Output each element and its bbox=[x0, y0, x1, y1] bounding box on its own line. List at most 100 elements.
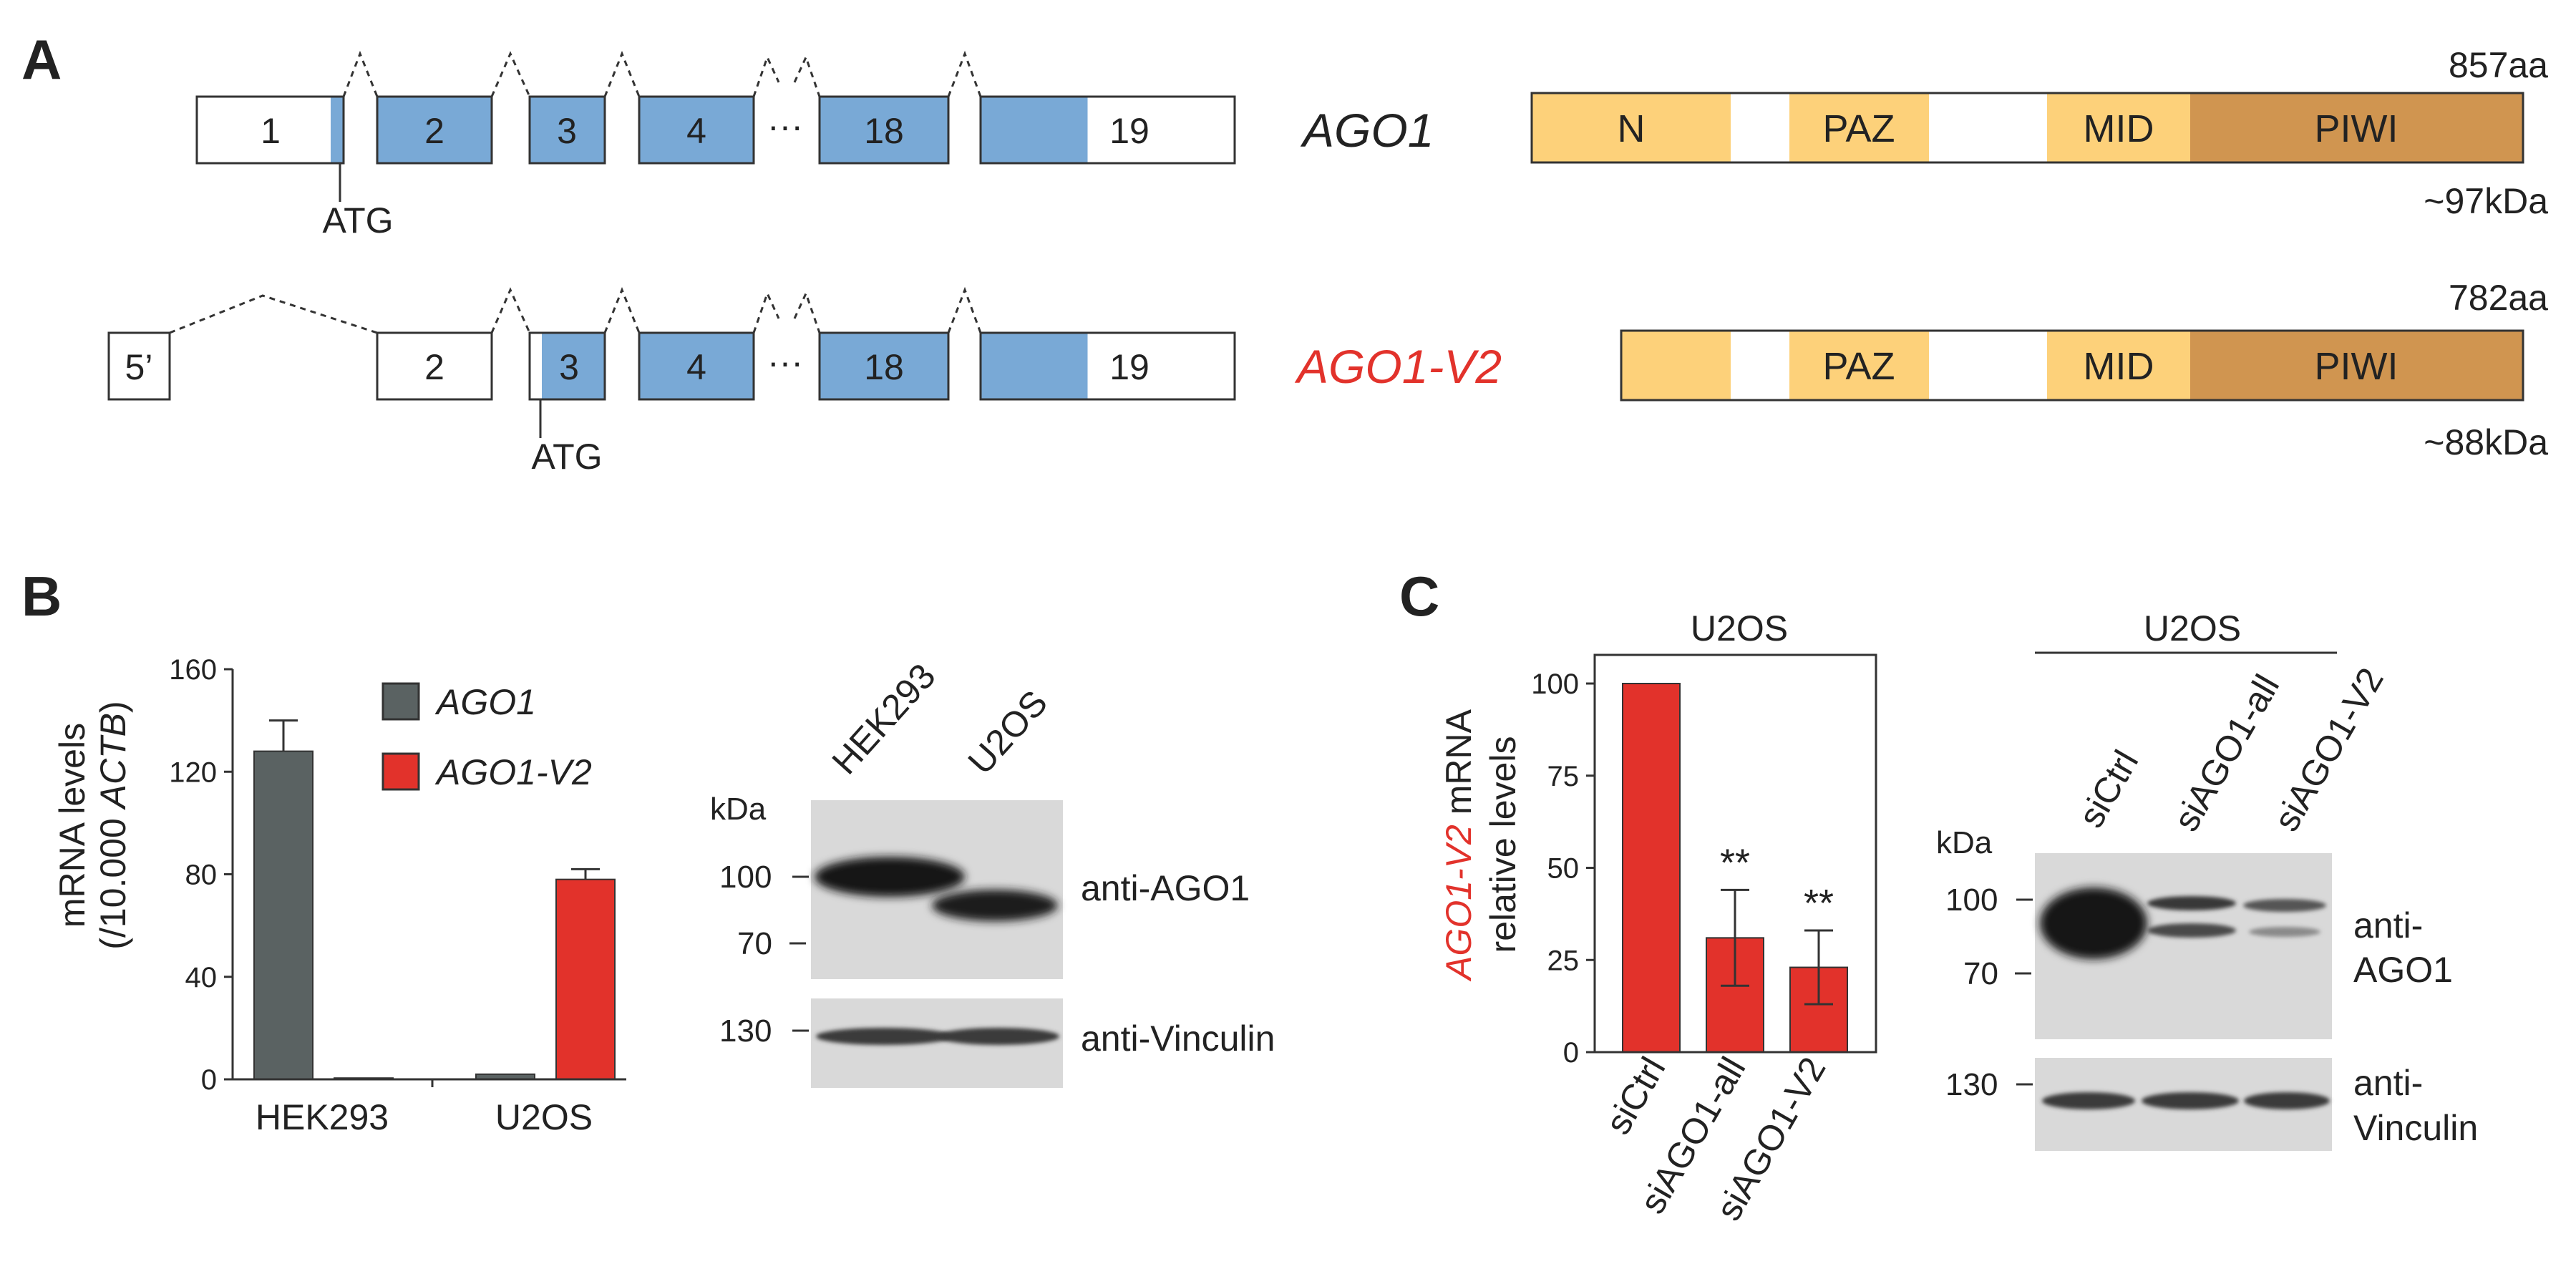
v2-exon-19-coding bbox=[981, 334, 1088, 399]
ago1-splice-1-2 bbox=[342, 50, 379, 97]
panel-c-y-ticks: 0 25 50 75 100 bbox=[1531, 668, 1595, 1069]
ago1-exon-1 bbox=[195, 95, 345, 165]
c-blot-ago1-lower-band-siago1-v2 bbox=[2249, 927, 2320, 937]
v2-exon-5utr bbox=[107, 331, 171, 401]
ago1-exon-4-label: 4 bbox=[686, 111, 706, 151]
v2-splice-3-4 bbox=[603, 286, 641, 334]
ago1-exon-19-coding bbox=[981, 97, 1088, 162]
panel-c-bars: ** ** bbox=[1622, 683, 1848, 1054]
panel-b-ytick-label: 0 bbox=[201, 1064, 217, 1096]
panel-c-ytick-label: 50 bbox=[1547, 853, 1580, 885]
panel-c-bar bbox=[1622, 683, 1681, 1053]
panel-b-bar bbox=[253, 750, 314, 1080]
b-blot-lane-u2os: U2OS bbox=[961, 683, 1056, 782]
b-blot-lane-hek293: HEK293 bbox=[825, 656, 943, 782]
v2-domain-n-partial bbox=[1621, 331, 1731, 400]
ago1-domain-piwi-label: PIWI bbox=[2315, 107, 2398, 150]
ago1-exon-2-label: 2 bbox=[424, 111, 444, 151]
ago1-splice-gap-18 bbox=[793, 54, 821, 97]
ago1-domain-paz-label: PAZ bbox=[1822, 107, 1895, 150]
panel-c: C U2OS AGO1-V2 mRNA relative levels 0 25 5… bbox=[1399, 565, 2478, 1227]
b-blot-vinculin-band-hek293 bbox=[816, 1028, 952, 1045]
ago1-exon-4 bbox=[638, 95, 755, 165]
b-blot-marker-70: 70 bbox=[737, 926, 772, 961]
c-blot-vinculin-band-siago1-v2 bbox=[2244, 1092, 2330, 1109]
v2-atg-label: ATG bbox=[531, 437, 602, 477]
panel-a-label: A bbox=[21, 28, 62, 91]
panel-c-blot: U2OS siCtrl siAGO1-all siAGO1-V2 kDa 100… bbox=[1936, 608, 2478, 1151]
v2-exon-4 bbox=[638, 331, 755, 401]
ago1-exon-ellipsis: ··· bbox=[767, 106, 803, 146]
v2-gene-structure: 5’ 2 3 ATG 4 ··· 18 19 bbox=[107, 286, 1236, 477]
v2-splice-2-3 bbox=[490, 287, 531, 334]
v2-domain-piwi-label: PIWI bbox=[2315, 345, 2398, 388]
panel-b: B mRNA levels (/10.000 ACTB) 0 40 80 120 160… bbox=[21, 565, 1275, 1137]
ago1-domain-paz bbox=[1789, 93, 1929, 162]
v2-exon-ellipsis: ··· bbox=[767, 342, 803, 382]
panel-b-ytick-label: 160 bbox=[169, 654, 217, 686]
panel-b-ytick-label: 40 bbox=[185, 962, 218, 993]
ago1-exon-1-coding bbox=[331, 97, 343, 162]
v2-mass: ~88kDa bbox=[2424, 422, 2548, 462]
panel-c-ytick-label: 100 bbox=[1531, 668, 1579, 700]
legend-label-v2: AGO1-V2 bbox=[434, 752, 592, 792]
c-blot-ago1-upper-band-siago1-all bbox=[2147, 896, 2236, 910]
v2-protein: 782aa PAZ MID PIWI ~88kDa bbox=[1620, 278, 2548, 462]
panel-c-category-sictrl: siCtrl bbox=[1598, 1051, 1673, 1142]
ago1-splice-4-gap bbox=[752, 54, 780, 97]
ago1-exon-2 bbox=[376, 95, 493, 165]
v2-domain-paz bbox=[1789, 331, 1929, 400]
ago1-splice-3-4 bbox=[603, 50, 641, 97]
b-blot-ago1-band-hek293 bbox=[815, 857, 965, 897]
v2-length: 782aa bbox=[2449, 278, 2548, 318]
v2-exon-3-coding bbox=[542, 334, 604, 399]
ago1-domain-mid-label: MID bbox=[2084, 107, 2154, 150]
panel-c-title: U2OS bbox=[1691, 608, 1788, 648]
panel-b-category-u2os: U2OS bbox=[495, 1097, 593, 1137]
v2-splice-5utr-2 bbox=[169, 294, 378, 334]
ago1-domain-n bbox=[1532, 93, 1731, 162]
v2-protein-outline bbox=[1620, 329, 2524, 402]
ago1-protein: 857aa N PAZ MID PIWI ~97kDa bbox=[1530, 45, 2548, 221]
v2-domain-mid-label: MID bbox=[2084, 345, 2154, 388]
c-blot-marker-70: 70 bbox=[1963, 956, 1998, 991]
c-blot-antibody-vinculin-line2: Vinculin bbox=[2353, 1108, 2478, 1148]
c-blot-ago1-lower-band-siago1-all bbox=[2147, 923, 2236, 938]
panel-b-chart: mRNA levels (/10.000 ACTB) 0 40 80 120 160 H… bbox=[52, 654, 626, 1137]
panel-c-ytick-label: 0 bbox=[1563, 1037, 1579, 1069]
panel-b-blot: HEK293 U2OS kDa 100 70 anti-AGO1 130 ant… bbox=[710, 656, 1275, 1088]
v2-exon-18-label: 18 bbox=[864, 347, 904, 387]
ago1-splice-2-3 bbox=[490, 51, 531, 97]
c-blot-cell-line: U2OS bbox=[2144, 608, 2241, 648]
ago1-domain-n-label: N bbox=[1618, 107, 1646, 150]
legend-label-ago1: AGO1 bbox=[434, 682, 536, 722]
panel-b-bar bbox=[555, 878, 616, 1080]
ago1-length: 857aa bbox=[2449, 45, 2548, 85]
v2-gene-name: AGO1-V2 bbox=[1294, 340, 1502, 393]
b-blot-vinculin-band-u2os bbox=[938, 1028, 1059, 1045]
panel-c-ytick-label: 25 bbox=[1547, 945, 1580, 976]
panel-b-label: B bbox=[21, 565, 62, 628]
v2-exon-3-label: 3 bbox=[559, 347, 579, 387]
c-blot-kda-label: kDa bbox=[1936, 825, 1993, 860]
v2-exon-4-label: 4 bbox=[686, 347, 706, 387]
panel-b-ytick-label: 80 bbox=[185, 860, 218, 891]
v2-exon-2 bbox=[376, 331, 493, 401]
panel-c-significance: ** bbox=[1804, 882, 1834, 925]
ago1-exon-18 bbox=[818, 95, 950, 165]
ago1-splice-18-19 bbox=[947, 50, 982, 97]
ago1-exon-3-label: 3 bbox=[557, 111, 577, 151]
panel-b-ytick-label: 120 bbox=[169, 757, 217, 788]
c-blot-antibody-vinculin-line1: anti- bbox=[2353, 1063, 2423, 1103]
c-blot-vinculin-band-sictrl bbox=[2042, 1092, 2135, 1109]
v2-splice-18-19 bbox=[947, 286, 982, 334]
v2-exon-2-label: 2 bbox=[424, 347, 444, 387]
b-blot-antibody-ago1: anti-AGO1 bbox=[1081, 868, 1250, 908]
ago1-exon-3 bbox=[528, 95, 606, 165]
panel-b-y-ticks: 0 40 80 120 160 bbox=[169, 654, 233, 1096]
c-blot-antibody-ago1-line2: AGO1 bbox=[2353, 950, 2453, 990]
legend-swatch-v2 bbox=[381, 752, 420, 791]
v2-exon-19-label: 19 bbox=[1109, 347, 1150, 387]
panel-a: A 1 ATG 2 3 4 ··· 18 19 bbox=[21, 28, 2548, 477]
panel-b-ylabel-1: mRNA levels bbox=[52, 723, 92, 928]
